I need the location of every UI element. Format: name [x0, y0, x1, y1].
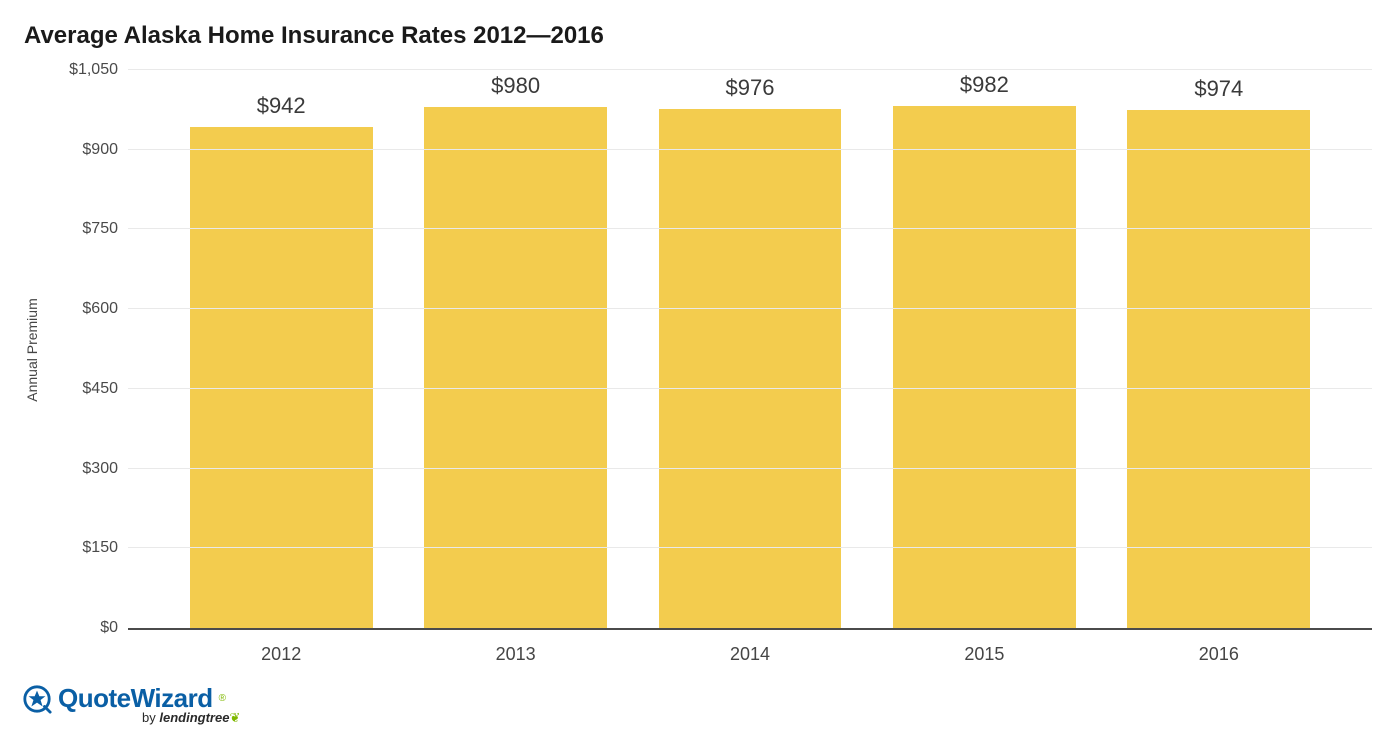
y-tick-label: $450 [82, 380, 128, 398]
y-tick-label: $0 [100, 619, 128, 637]
y-tick-label: $600 [82, 300, 128, 318]
y-tick-label: $750 [82, 220, 128, 238]
gridline [128, 69, 1372, 70]
logo-byline: by lendingtree❦ [142, 710, 240, 726]
gridline [128, 228, 1372, 229]
y-tick-label: $150 [82, 539, 128, 557]
bar-value-label: $982 [960, 72, 1009, 98]
x-tick-label: 2012 [164, 630, 398, 665]
gridline [128, 388, 1372, 389]
y-tick-label: $900 [82, 141, 128, 159]
gridline [128, 308, 1372, 309]
bar-slot: $942 [164, 70, 398, 628]
bar-slot: $982 [867, 70, 1101, 628]
bar: $942 [190, 127, 373, 628]
x-tick-label: 2016 [1102, 630, 1336, 665]
bar-value-label: $976 [726, 75, 775, 101]
bar: $980 [424, 107, 607, 628]
bar-value-label: $942 [257, 93, 306, 119]
y-axis-label: Annual Premium [24, 298, 40, 402]
star-circle-icon [22, 684, 52, 714]
y-tick-label: $300 [82, 460, 128, 478]
logo-text-part1: Quote [58, 683, 131, 713]
gridline [128, 468, 1372, 469]
chart-container: Average Alaska Home Insurance Rates 2012… [0, 0, 1400, 744]
leaf-icon: ❦ [229, 710, 240, 725]
gridline [128, 149, 1372, 150]
bar: $982 [893, 106, 1076, 628]
branding: QuoteWizard ® by lendingtree❦ [22, 683, 240, 726]
x-tick-label: 2013 [398, 630, 632, 665]
bar-value-label: $980 [491, 73, 540, 99]
chart-title: Average Alaska Home Insurance Rates 2012… [24, 22, 1378, 50]
gridline [128, 547, 1372, 548]
x-tick-label: 2014 [633, 630, 867, 665]
bar: $974 [1127, 110, 1310, 628]
chart-area: Annual Premium $942$980$976$982$974 $0$1… [90, 70, 1372, 630]
bar-slot: $976 [633, 70, 867, 628]
bar-series: $942 $980 $976 $982 $974 [128, 70, 1372, 628]
bar-value-label: $974 [1194, 76, 1243, 102]
x-axis: 20122013201420152016 [128, 630, 1372, 665]
bar-slot: $980 [398, 70, 632, 628]
byline-prefix: by [142, 710, 156, 725]
logo-text-part2: Wizard [131, 683, 213, 713]
byline-brand: lendingtree [159, 710, 229, 725]
trademark-icon: ® [219, 693, 226, 704]
plot-region: $942$980$976$982$974 $0$150$300$450$600$… [128, 70, 1372, 630]
y-tick-label: $1,050 [69, 61, 128, 79]
bar-slot: $974 [1102, 70, 1336, 628]
x-tick-label: 2015 [867, 630, 1101, 665]
bar: $976 [659, 109, 842, 628]
